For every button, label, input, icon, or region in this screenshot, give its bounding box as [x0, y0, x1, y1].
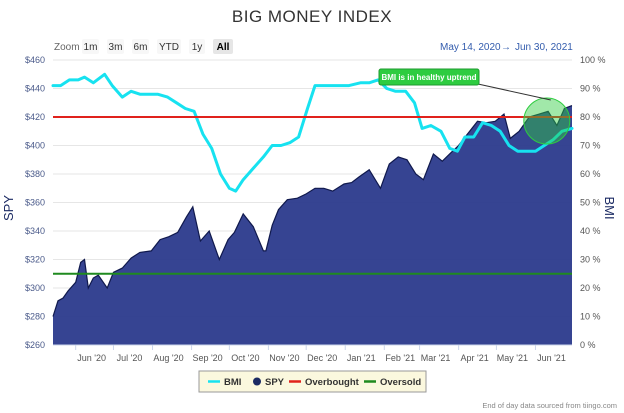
zoom-button-label: 1m [84, 42, 98, 53]
right-tick-label: 10 % [580, 312, 601, 322]
right-tick-label: 50 % [580, 198, 601, 208]
x-tick-label: Jul '20 [117, 353, 143, 363]
x-tick-label: May '21 [497, 353, 528, 363]
legend-item-bmi[interactable]: BMI [208, 377, 241, 388]
right-tick-label: 80 % [580, 112, 601, 122]
zoom-button-1y[interactable]: 1y [189, 39, 205, 54]
left-tick-label: $460 [25, 55, 45, 65]
series-layer [51, 72, 574, 345]
x-tick-label: Sep '20 [192, 353, 222, 363]
right-tick-label: 90 % [580, 84, 601, 94]
zoom-button-label: 3m [109, 42, 123, 53]
left-tick-label: $260 [25, 340, 45, 350]
x-tick-label: Oct '20 [231, 353, 259, 363]
date-range-arrow: → [501, 42, 511, 53]
legend-symbol [253, 377, 261, 386]
plotline-layer [53, 116, 572, 275]
zoom-button-6m[interactable]: 6m [132, 39, 149, 54]
zoom-button-bg [189, 39, 205, 54]
x-tick-label: Feb '21 [385, 353, 415, 363]
zoom-button-3m[interactable]: 3m [107, 39, 124, 54]
zoom-button-label: 1y [192, 42, 203, 53]
legend-label: BMI [224, 377, 241, 388]
zoom-button-label: All [217, 42, 230, 53]
left-tick-label: $420 [25, 112, 45, 122]
left-tick-label: $380 [25, 169, 45, 179]
zoom-buttons: 1m 3m 6m YTD 1y All [82, 39, 233, 54]
date-range-from[interactable]: May 14, 2020 [440, 42, 501, 53]
legend-item-overbought[interactable]: Overbought [289, 377, 360, 388]
legend-label: SPY [265, 377, 285, 388]
legend-item-oversold[interactable]: Oversold [364, 377, 421, 388]
legend: BMI SPY Overbought Oversold [198, 370, 427, 393]
right-tick-label: 40 % [580, 226, 601, 236]
bmi-line [51, 72, 574, 193]
right-tick-label: 60 % [580, 169, 601, 179]
annotation-layer: BMI is in healthy uptrend [378, 68, 571, 145]
x-tick-label: Mar '21 [421, 353, 451, 363]
annotation-label: BMI is in healthy uptrend [381, 73, 476, 82]
annotation-box [378, 68, 480, 86]
left-tick-label: $400 [25, 141, 45, 151]
right-tick-label: 20 % [580, 283, 601, 293]
left-tick-label: $360 [25, 198, 45, 208]
left-tick-label: $280 [25, 312, 45, 322]
left-tick-label: $300 [25, 283, 45, 293]
x-tick-label: Nov '20 [269, 353, 299, 363]
zoom-button-label: YTD [159, 42, 179, 53]
x-tick-label: Jan '21 [347, 353, 376, 363]
zoom-button-bg [82, 39, 99, 54]
zoom-button-bg [107, 39, 124, 54]
left-tick-label: $320 [25, 255, 45, 265]
right-axis-title: BMI [602, 196, 617, 219]
x-tick-label: Dec '20 [307, 353, 337, 363]
zoom-button-bg [157, 39, 181, 54]
x-tick-label: Jun '21 [537, 353, 566, 363]
x-tick-label: Apr '21 [461, 353, 489, 363]
zoom-button-bg [213, 39, 233, 54]
legend-label: Overbought [305, 377, 360, 388]
date-range-to[interactable]: Jun 30, 2021 [515, 42, 573, 53]
right-tick-label: 30 % [580, 255, 601, 265]
legend-label: Oversold [380, 377, 421, 388]
zoom-button-ytd[interactable]: YTD [157, 39, 181, 54]
credit-text: End of day data sourced from tiingo.com [482, 401, 617, 410]
x-tick-label: Aug '20 [153, 353, 183, 363]
left-tick-label: $340 [25, 226, 45, 236]
legend-item-spy[interactable]: SPY [253, 377, 285, 388]
axis-layer: $260 $280 $300 $320 $340 $360 $380 $400 $420 $440… [25, 55, 606, 363]
left-tick-label: $440 [25, 84, 45, 94]
spy-area [53, 105, 572, 345]
zoom-button-all[interactable]: All [213, 39, 233, 54]
left-axis-title: SPY [1, 195, 16, 221]
legend-box [198, 370, 427, 393]
right-tick-label: 70 % [580, 141, 601, 151]
chart-title: BIG MONEY INDEX [232, 7, 392, 26]
x-tick-label: Jun '20 [77, 353, 106, 363]
zoom-label: Zoom [54, 42, 80, 53]
right-tick-label: 100 % [580, 55, 606, 65]
zoom-button-label: 6m [134, 42, 148, 53]
annotation-highlight-circle [523, 97, 571, 145]
zoom-button-1m[interactable]: 1m [82, 39, 99, 54]
annotation-connector [477, 83, 551, 101]
zoom-button-bg [132, 39, 149, 54]
right-tick-label: 0 % [580, 340, 596, 350]
spy-line [52, 105, 573, 317]
